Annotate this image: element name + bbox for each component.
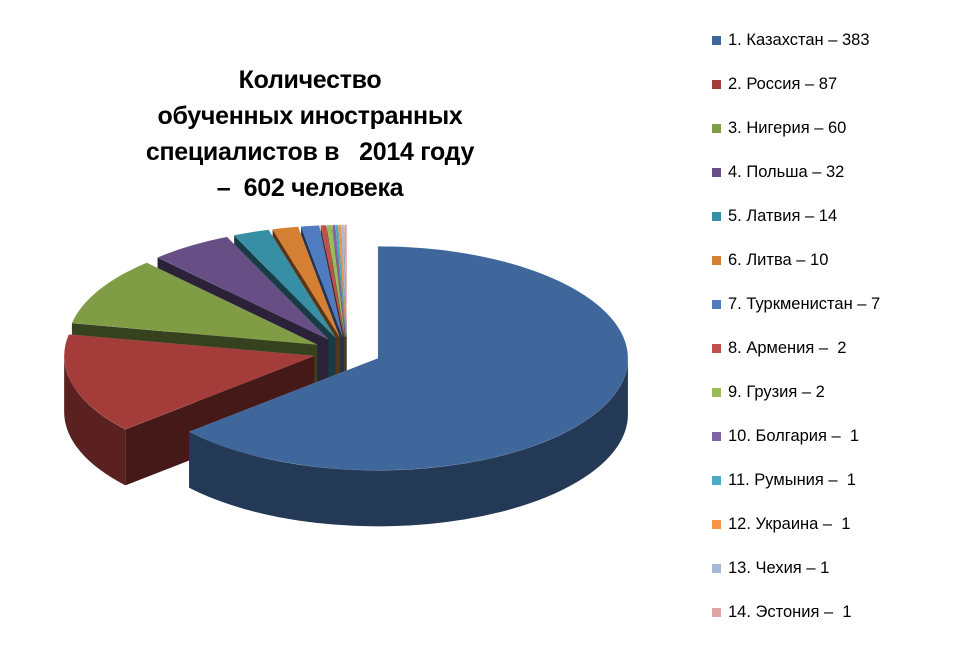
legend-item: 10. Болгария – 1 (712, 414, 972, 458)
legend-label: 8. Армения – 2 (728, 338, 847, 357)
legend-item: 9. Грузия – 2 (712, 370, 972, 414)
legend-swatch (712, 299, 721, 309)
legend-label: 7. Туркменистан – 7 (728, 294, 881, 313)
pie-slice-12 (337, 224, 347, 337)
legend-label: 3. Нигерия – 60 (728, 118, 847, 137)
chart-title-line-2: обученных иностранных (157, 102, 463, 130)
legend-item: 8. Армения – 2 (712, 326, 972, 370)
legend-swatch (712, 167, 721, 177)
pie-slice-side (189, 358, 628, 527)
chart-title-line-4: – 602 человека (216, 174, 404, 202)
legend-swatch (712, 475, 721, 485)
pie-slice-8 (320, 224, 345, 337)
legend-label: 6. Литва – 10 (728, 250, 829, 269)
legend-item: 13. Чехия – 1 (712, 546, 972, 590)
legend-swatch (712, 343, 721, 353)
pie-slice-11 (334, 224, 347, 337)
legend-label: 1. Казахстан – 383 (728, 30, 870, 49)
chart-title-line-3: специалистов в 2014 году (145, 138, 475, 166)
legend-label: 5. Латвия – 14 (728, 206, 838, 225)
pie-slice-3 (71, 262, 318, 345)
pie-slice-14 (343, 224, 348, 337)
legend-swatch (712, 519, 721, 529)
legend-swatch (712, 431, 721, 441)
pie-slice-side (64, 355, 126, 486)
legend-label: 14. Эстония – 1 (728, 602, 852, 621)
pie-slice-4 (156, 236, 329, 340)
legend-label: 11. Румыния – 1 (728, 470, 856, 489)
legend-swatch (712, 255, 721, 265)
pie-slice-5 (233, 229, 336, 338)
pie-slice-9 (326, 224, 346, 337)
legend-swatch (712, 211, 721, 221)
legend-item: 5. Латвия – 14 (712, 194, 972, 238)
chart-legend: 1. Казахстан – 383 2. Россия – 87 3. Нигер… (712, 18, 972, 634)
legend-item: 4. Польша – 32 (712, 150, 972, 194)
chart-title: Количество обученных иностранных специал… (110, 62, 510, 206)
legend-swatch (712, 79, 721, 89)
pie-slice-7 (300, 225, 343, 338)
legend-label: 12. Украина – 1 (728, 514, 851, 533)
chart-title-line-1: Количество (238, 66, 382, 94)
legend-label: 13. Чехия – 1 (728, 558, 830, 577)
legend-swatch (712, 35, 721, 45)
pie-slice-6 (272, 226, 340, 338)
legend-item: 2. Россия – 87 (712, 62, 972, 106)
legend-swatch (712, 563, 721, 573)
legend-label: 2. Россия – 87 (728, 74, 838, 93)
pie-slice-2 (63, 334, 315, 430)
legend-label: 10. Болгария – 1 (728, 426, 860, 445)
legend-swatch (712, 387, 721, 397)
legend-swatch (712, 123, 721, 133)
legend-item: 1. Казахстан – 383 (712, 18, 972, 62)
legend-item: 11. Румыния – 1 (712, 458, 972, 502)
pie-slice-13 (340, 224, 347, 337)
legend-item: 7. Туркменистан – 7 (712, 282, 972, 326)
legend-item: 12. Украина – 1 (712, 502, 972, 546)
legend-label: 9. Грузия – 2 (728, 382, 825, 401)
legend-item: 14. Эстония – 1 (712, 590, 972, 634)
legend-item: 3. Нигерия – 60 (712, 106, 972, 150)
pie-slice-10 (332, 224, 346, 337)
legend-swatch (712, 607, 721, 617)
pie-slice-1 (188, 246, 629, 471)
legend-item: 6. Литва – 10 (712, 238, 972, 282)
legend-label: 4. Польша – 32 (728, 162, 845, 181)
